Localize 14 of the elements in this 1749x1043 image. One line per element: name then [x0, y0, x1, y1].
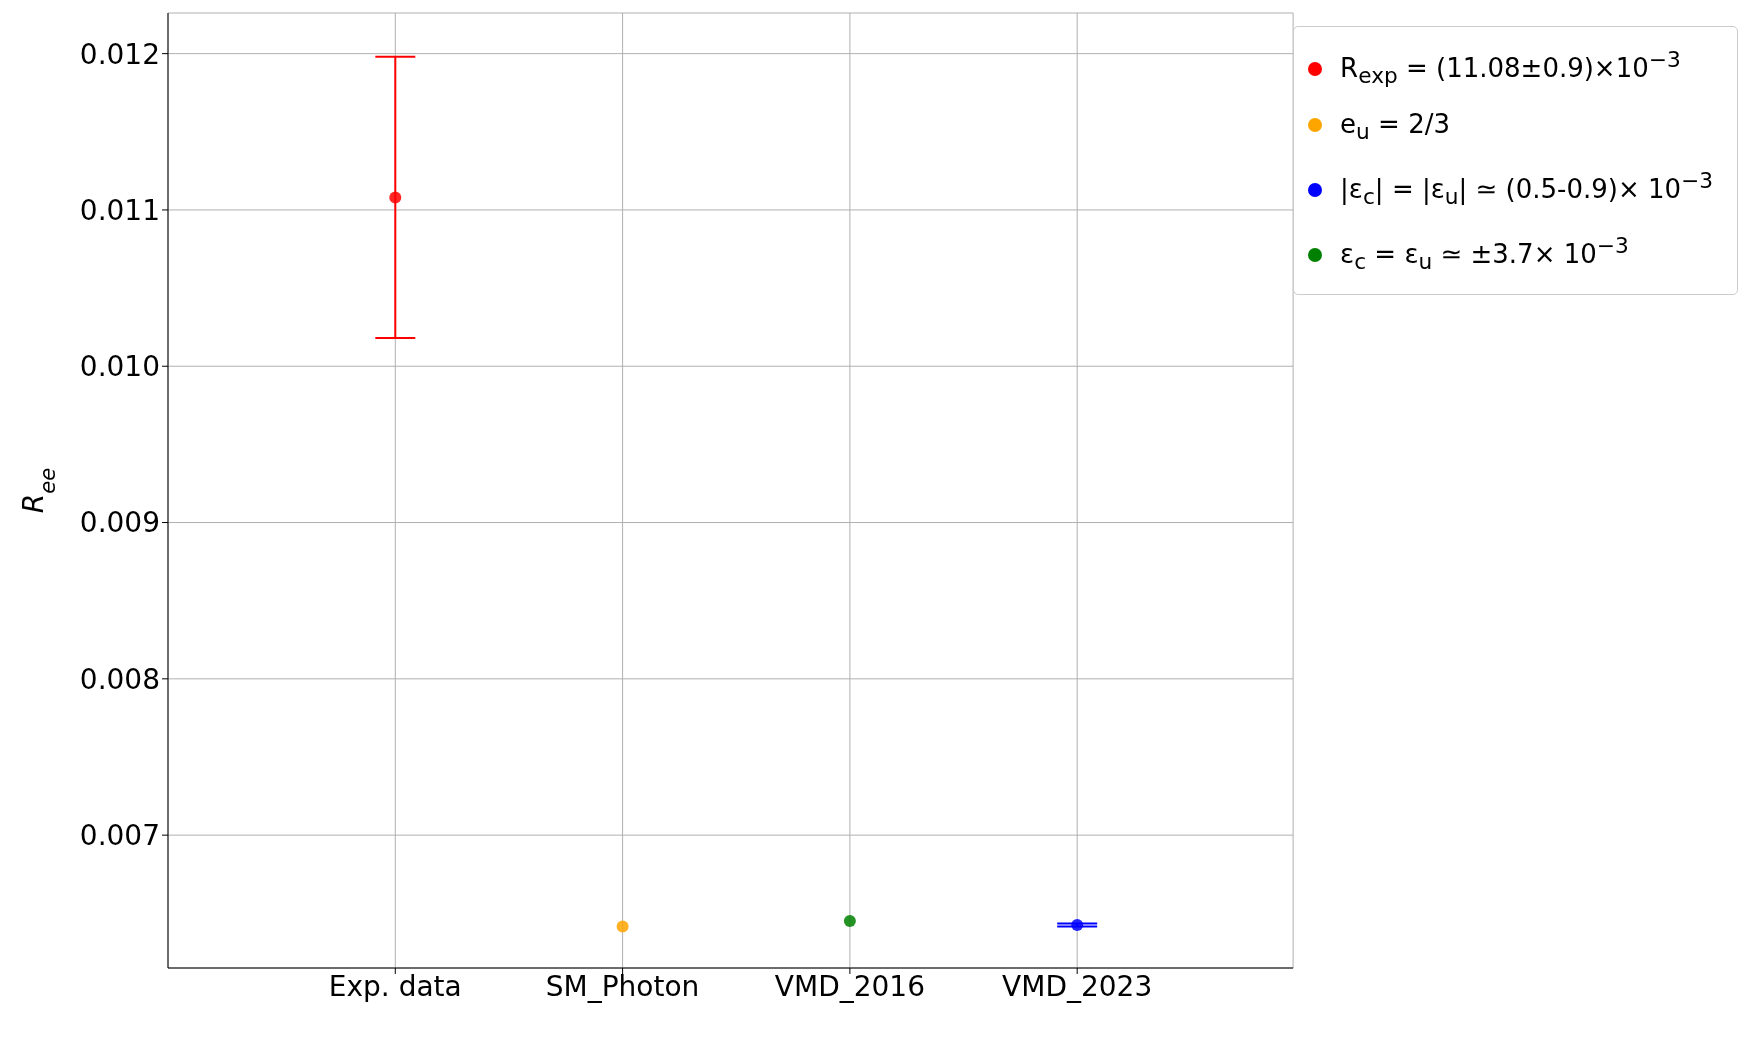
- y-tick-label: 0.009: [79, 506, 160, 540]
- legend-label: ε$_{c}$ = ε$_{u}$ ≃ ±3.7× 10$^{−3}$: [1340, 232, 1629, 274]
- legend-label: e$_{u}$ = 2/3: [1340, 108, 1451, 145]
- y-tick-label: 0.011: [79, 193, 160, 227]
- x-tick-label: VMD_2023: [1002, 969, 1153, 1003]
- legend-label: |ε$_{c}$| = |ε$_{u}$| ≃ (0.5-0.9)× 10$^{−3}$: [1340, 168, 1713, 209]
- y-tick-label: 0.012: [79, 37, 160, 71]
- x-tick-label: SM_Photon: [545, 969, 700, 1003]
- y-tick-label: 0.007: [79, 819, 160, 853]
- y-tick-label: 0.010: [79, 350, 160, 384]
- x-tick-label: Exp. data: [328, 969, 462, 1003]
- x-tick-label: VMD_2016: [774, 969, 925, 1003]
- legend-label: R$_{exp}$ = (11.08±0.9)×10$^{−3}$: [1340, 47, 1681, 88]
- y-tick-label: 0.008: [79, 662, 160, 696]
